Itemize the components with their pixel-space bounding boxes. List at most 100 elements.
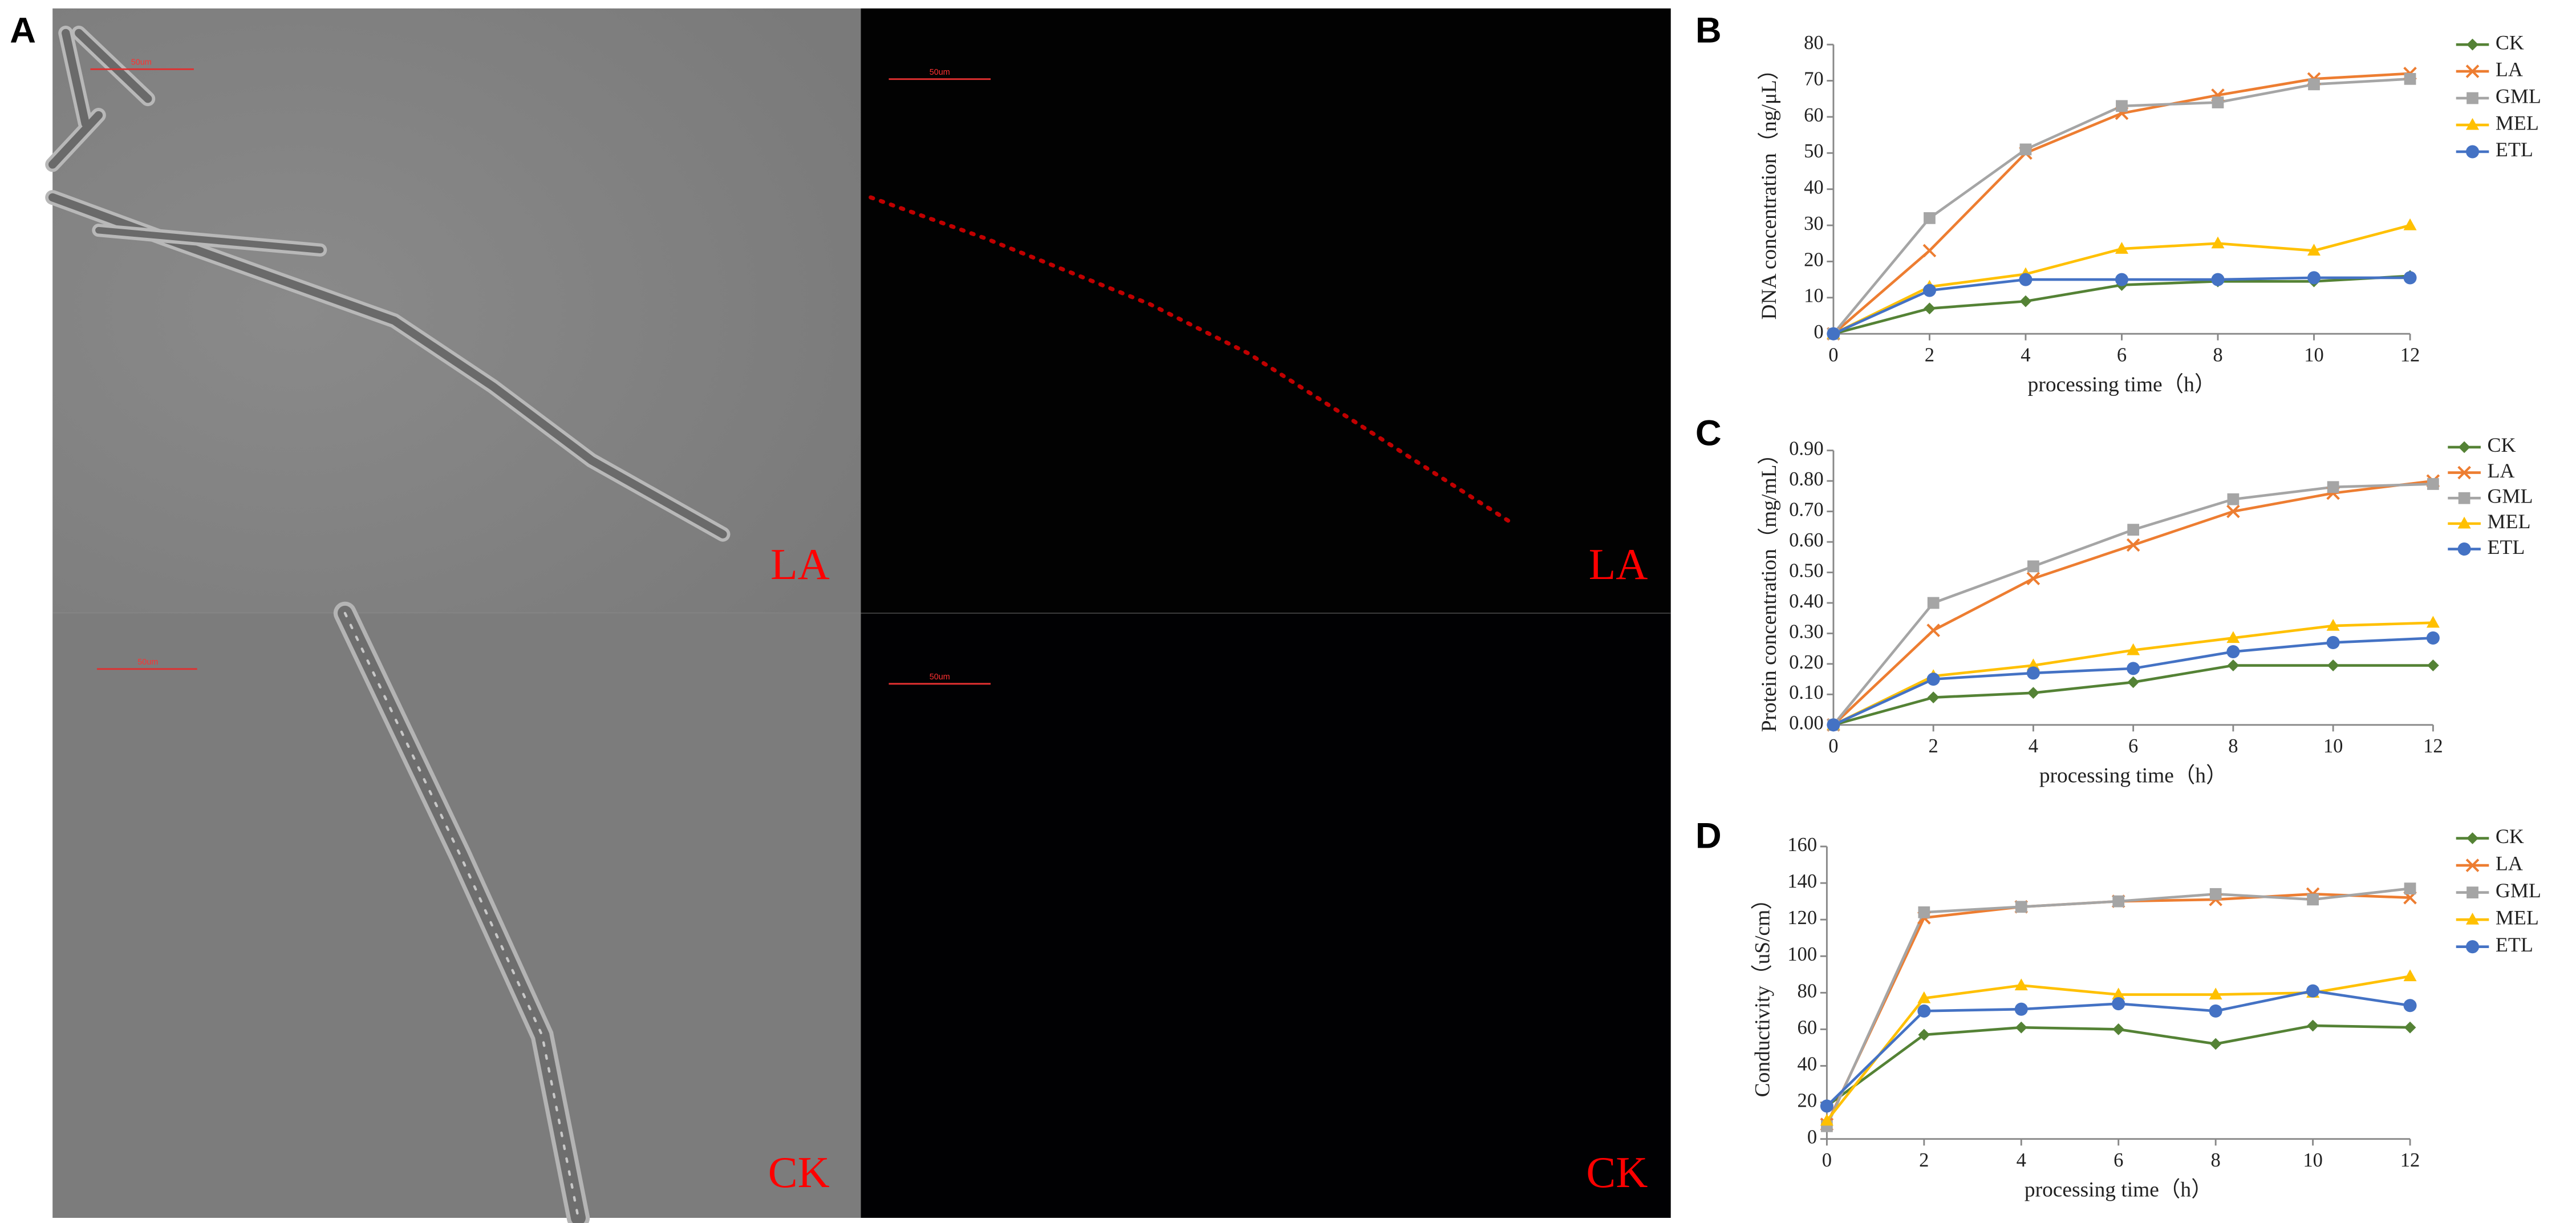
y-tick-label: 0.70 — [1789, 499, 1823, 521]
legend-label: CK — [2496, 825, 2524, 848]
x-tick-label: 0 — [1828, 735, 1838, 757]
marker — [1927, 597, 1940, 609]
panel-label: C — [1695, 413, 1722, 453]
marker — [1820, 1113, 1833, 1126]
marker — [2115, 242, 2128, 254]
marker — [1917, 1004, 1931, 1018]
y-tick-label: 20 — [1798, 1090, 1818, 1112]
y-tick-label: 60 — [1798, 1017, 1818, 1038]
marker — [2209, 1038, 2222, 1050]
x-tick-label: 2 — [1929, 735, 1938, 757]
hyphae — [45, 26, 1514, 1223]
y-tick-label: 0.90 — [1789, 438, 1823, 460]
legend-marker — [2467, 886, 2478, 898]
y-tick-label: 0.30 — [1789, 621, 1823, 642]
marker — [2127, 524, 2140, 536]
marker — [2014, 1002, 2028, 1016]
marker — [2326, 618, 2340, 631]
y-tick-label: 100 — [1787, 943, 1817, 965]
marker — [2209, 888, 2222, 900]
x-axis-label: processing time（h） — [2039, 764, 2228, 788]
marker — [2019, 143, 2032, 156]
marker — [2127, 643, 2140, 655]
y-tick-label: 0 — [1807, 1127, 1817, 1148]
legend-label: CK — [2487, 434, 2516, 456]
panel-label: A — [10, 11, 36, 51]
marker — [2126, 538, 2140, 552]
marker — [2307, 1019, 2319, 1032]
marker — [2226, 631, 2240, 643]
x-tick-label: 8 — [2228, 735, 2238, 757]
y-tick-label: 40 — [1798, 1053, 1818, 1075]
legend-label: ETL — [2487, 536, 2525, 558]
legend-marker — [2467, 38, 2478, 51]
y-tick-label: 20 — [1804, 249, 1824, 270]
series-line — [1832, 483, 2433, 726]
marker — [2306, 984, 2320, 998]
marker — [2403, 218, 2417, 230]
marker — [1926, 623, 1940, 637]
scale-bar-label: 50um — [137, 658, 158, 667]
x-tick-label: 12 — [2400, 344, 2420, 366]
marker — [2027, 560, 2039, 573]
marker — [2027, 687, 2039, 699]
marker — [2211, 236, 2225, 249]
y-tick-label: 160 — [1787, 834, 1817, 856]
marker — [2212, 96, 2224, 108]
x-tick-label: 4 — [2021, 344, 2030, 366]
marker — [2403, 999, 2417, 1013]
y-tick-label: 0.20 — [1789, 651, 1823, 673]
marker — [2427, 478, 2439, 490]
scale-bar-label: 50um — [930, 68, 950, 77]
marker — [2403, 969, 2417, 982]
marker — [2427, 659, 2439, 671]
legend-label: MEL — [2496, 906, 2539, 929]
legend-marker — [2457, 542, 2471, 556]
marker — [1924, 212, 1936, 224]
legend-marker — [2467, 92, 2478, 104]
legend-marker — [2465, 940, 2480, 954]
legend-marker — [2465, 64, 2480, 78]
y-tick-label: 0.60 — [1789, 529, 1823, 551]
legend-marker — [2458, 441, 2470, 453]
marker — [2112, 997, 2125, 1011]
marker — [2307, 271, 2321, 285]
scale-bars — [90, 68, 991, 685]
y-tick-label: 60 — [1804, 104, 1824, 126]
marker — [2226, 645, 2240, 659]
marker — [1917, 991, 1931, 1003]
x-tick-label: 6 — [2113, 1149, 2123, 1171]
x-tick-label: 6 — [2117, 344, 2127, 366]
legend-marker — [2458, 492, 2470, 504]
y-axis-label: DNA concentration（ng/μL） — [1758, 59, 1781, 320]
marker — [2426, 615, 2440, 628]
y-tick-label: 0 — [1814, 321, 1823, 343]
marker — [2326, 635, 2340, 649]
y-tick-label: 0.50 — [1789, 560, 1823, 581]
scale-bar-label: 50um — [131, 58, 152, 67]
x-tick-label: 10 — [2303, 1149, 2323, 1171]
marker — [2112, 895, 2125, 908]
panel-label: B — [1695, 11, 1722, 51]
x-tick-label: 2 — [1919, 1149, 1929, 1171]
marker — [2307, 893, 2319, 906]
marker — [1927, 691, 1940, 704]
marker — [2327, 481, 2339, 493]
chart: 0 10 20 30 40 50 60 70 80 0 2 4 6 8 10 12 processing tim… — [1758, 31, 2541, 396]
legend-label: ETL — [2496, 933, 2533, 956]
marker — [2115, 273, 2128, 286]
marker — [1922, 244, 1937, 258]
marker — [1827, 718, 1840, 732]
legend-label: LA — [2487, 459, 2514, 482]
y-tick-label: 0.10 — [1789, 682, 1823, 703]
legend-label: LA — [2496, 852, 2523, 874]
x-tick-label: 8 — [2211, 1149, 2221, 1171]
legend-label: GML — [2496, 84, 2541, 107]
series-line — [1826, 1024, 2411, 1107]
marker — [1926, 673, 1940, 686]
legend-marker — [2457, 516, 2471, 529]
legend-marker — [2457, 465, 2471, 480]
series-line — [1832, 479, 2433, 726]
legend-marker — [2465, 118, 2480, 130]
